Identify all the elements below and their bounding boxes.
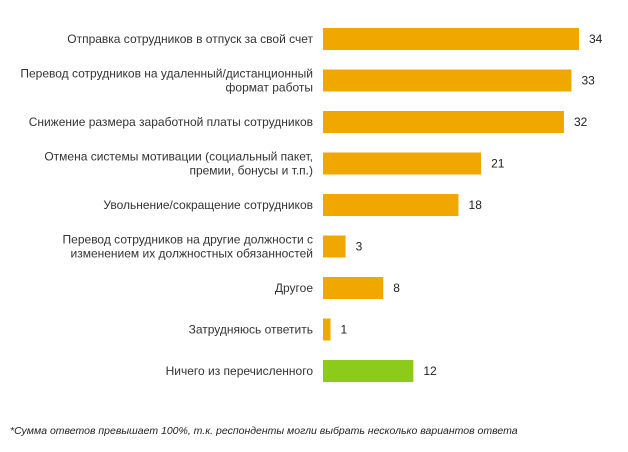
value-label: 3 (356, 240, 363, 254)
bar-row: Затрудняюсь ответить 1 (189, 318, 348, 341)
value-label: 8 (393, 281, 400, 295)
category-label: Отправка сотрудников в отпуск за свой сч… (67, 32, 313, 46)
value-label: 21 (491, 157, 505, 171)
category-label: Ничего из перечисленного (166, 364, 314, 378)
category-label: Другое (275, 281, 313, 295)
category-label: Увольнение/сокращение сотрудников (103, 198, 313, 212)
category-label: Затрудняюсь ответить (189, 323, 313, 337)
bar-row: Увольнение/сокращение сотрудников 18 (103, 194, 482, 216)
bar-row: Снижение размера заработной платы сотруд… (29, 111, 588, 133)
category-label: Перевод сотрудников на другие должности … (63, 233, 313, 261)
bar (323, 28, 579, 50)
bar (323, 235, 346, 258)
category-label: Снижение размера заработной платы сотруд… (29, 115, 313, 129)
value-label: 34 (589, 32, 603, 46)
category-label: Перевод сотрудников на удаленный/дистанц… (20, 67, 313, 95)
bar-row: Отправка сотрудников в отпуск за свой сч… (67, 28, 603, 50)
bar-row: Ничего из перечисленного 12 (166, 360, 437, 382)
value-label: 18 (469, 198, 483, 212)
bar (323, 194, 459, 216)
bar (323, 318, 331, 341)
bar-row: Перевод сотрудников на удаленный/дистанц… (20, 67, 595, 95)
footnote: *Сумма ответов превышает 100%, т.к. респ… (10, 425, 518, 437)
bar-row: Другое 8 (275, 277, 400, 299)
bar (323, 152, 482, 175)
bar-chart: Отправка сотрудников в отпуск за свой сч… (20, 28, 603, 382)
bar (323, 360, 414, 382)
bar-row: Отмена системы мотивации (социальный пак… (44, 150, 504, 178)
bar (323, 277, 384, 299)
bar (323, 69, 572, 92)
bar (323, 111, 564, 133)
value-label: 33 (581, 74, 595, 88)
value-label: 12 (423, 364, 437, 378)
value-label: 1 (341, 323, 348, 337)
bar-row: Перевод сотрудников на другие должности … (63, 233, 363, 261)
value-label: 32 (574, 115, 588, 129)
category-label: Отмена системы мотивации (социальный пак… (44, 150, 313, 178)
